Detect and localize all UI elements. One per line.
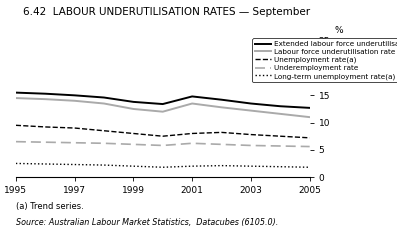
Text: %: % — [335, 26, 343, 35]
Text: (a) Trend series.: (a) Trend series. — [16, 202, 84, 211]
Text: Source: Australian Labour Market Statistics,  Datacubes (6105.0).: Source: Australian Labour Market Statist… — [16, 218, 278, 227]
Legend: Extended labour force underutilisation rate, Labour force underutilisation rate,: Extended labour force underutilisation r… — [252, 38, 397, 82]
Text: 6.42  LABOUR UNDERUTILISATION RATES — September: 6.42 LABOUR UNDERUTILISATION RATES — Sep… — [23, 7, 310, 17]
